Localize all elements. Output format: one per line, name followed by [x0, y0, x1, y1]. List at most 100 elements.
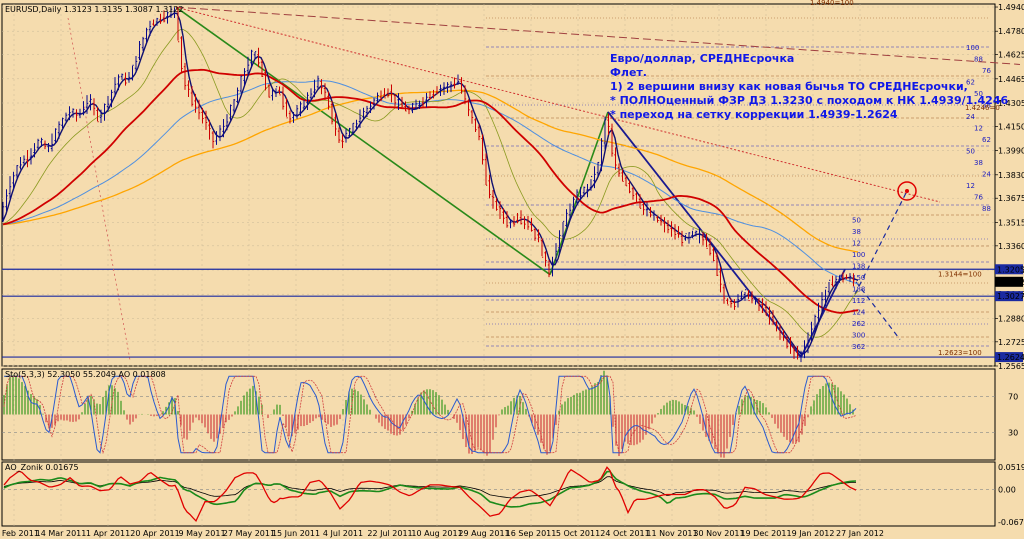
fib-label: 138 [852, 263, 865, 271]
osc-tick-label: 70 [1008, 392, 1018, 401]
trend-up-green [549, 111, 609, 275]
fib-levels: 100 88 76 62 50 38 24 12 62 50 38 24 12 76 88 50 38 12 100… [2, 0, 1000, 358]
level-label: 1.4246=0 [965, 104, 1000, 112]
fib-label: 124 [852, 309, 866, 317]
x-tick-label: 24 Oct 2011 [600, 529, 649, 538]
y-tick-label: 1.4465 [998, 75, 1024, 84]
y-tick-label: 1.3360 [998, 242, 1024, 251]
resistance-dotted [175, 6, 941, 203]
ao-tick-label: 0.00 [998, 486, 1016, 495]
annotation-line-5: * переход на сетку коррекции 1.4939-1.26… [610, 108, 898, 121]
osc-tick-label: 30 [1008, 429, 1018, 438]
fib-label: 76 [982, 67, 991, 75]
target-marker[interactable] [897, 181, 917, 201]
trend-lines [67, 6, 1021, 361]
x-tick-label: 4 Jul 2011 [323, 529, 363, 538]
cycle-line [67, 17, 131, 361]
fib-label: 76 [974, 194, 983, 202]
price-bars [1, 5, 855, 363]
fib-label: 50 [974, 90, 983, 98]
ao-signal [3, 476, 857, 499]
fib-label: 38 [982, 102, 991, 110]
projection-down [855, 281, 901, 340]
ma-red [2, 68, 859, 314]
x-tick-label: 5 Oct 2011 [556, 529, 600, 538]
y-tick-label: 1.4625 [998, 51, 1024, 60]
projection-up [854, 190, 908, 295]
ao-tick-label: 0.05197 [998, 463, 1024, 472]
x-tick-label: 14 Mar 2011 [36, 529, 87, 538]
fib-label: 300 [852, 332, 865, 340]
y-tick-label: 1.4940 [998, 3, 1024, 12]
x-tick-label: 9 Jan 2012 [792, 529, 835, 538]
oscillator-title: Sto(5,3,3) 52.3050 55.2049 AO 0.01808 [5, 370, 166, 379]
ao-series [2, 466, 995, 523]
annotation-line-3: 1) 2 вершини внизу как новая бычья ТО СР… [610, 80, 968, 93]
fib-label: 38 [974, 159, 983, 167]
annotation-line-1: Евро/доллар, СРЕДНЕсрочка [610, 52, 794, 65]
x-tick-label: 9 May 2011 [178, 529, 225, 538]
y-tick-label: 1.2565 [998, 362, 1024, 371]
y-tick-label: 1.4780 [998, 27, 1024, 36]
x-tick-label: 1 Apr 2011 [86, 529, 130, 538]
price-tag-label: 1.3122 [997, 278, 1024, 287]
x-tick-label: 29 Aug 2011 [458, 529, 509, 538]
y-tick-label: 1.4150 [998, 122, 1024, 131]
fib-label: 12 [974, 125, 983, 133]
fib-label: 88 [974, 56, 983, 64]
price-tags: 1.3205 1.3122 1.3027 1.2624 [995, 264, 1024, 363]
ma-olive [2, 28, 859, 338]
ao-slow [3, 470, 857, 508]
fib-label: 100 [852, 251, 865, 259]
level-label: 1.4940=100 [810, 0, 854, 7]
annotation: Евро/доллар, СРЕДНЕсрочка Флет. 1) 2 вер… [610, 52, 1008, 121]
x-tick-label: 10 Aug 2011 [411, 529, 462, 538]
y-tick-label: 1.3830 [998, 171, 1024, 180]
resistance-dashed [175, 6, 1021, 65]
y-tick-label: 1.4305 [998, 99, 1024, 108]
fib-label: 24 [966, 113, 975, 121]
fib-label: 12 [966, 182, 975, 190]
fib-label: 62 [982, 136, 991, 144]
fib-label: 188 [852, 286, 865, 294]
ao-fast [3, 466, 857, 523]
ao-panel[interactable] [1, 461, 996, 527]
x-tick-label: 11 Nov 2011 [646, 529, 697, 538]
price-tag-label: 1.2624 [997, 353, 1024, 362]
oscillator-panel[interactable] [1, 368, 996, 461]
main-title: EURUSD,Daily 1.3123 1.3135 1.3087 1.3122 [5, 5, 184, 14]
y-tick-label: 1.2725 [998, 338, 1024, 347]
fib-label: 62 [966, 79, 975, 87]
price-tag-bg [995, 291, 1023, 302]
fib-label: 262 [852, 320, 865, 328]
ao-tick-label: -0.06795 [998, 518, 1024, 527]
fib-label: 12 [852, 240, 861, 248]
fib-label: 24 [982, 171, 991, 179]
x-tick-label: 16 Sep 2011 [506, 529, 557, 538]
fib-label: 50 [966, 148, 975, 156]
y-tick-label: 1.2880 [998, 314, 1024, 323]
price-tag-bg [995, 352, 1023, 363]
x-tick-label: 27 Jan 2012 [836, 529, 884, 538]
x-tick-label: 15 Jun 2011 [272, 529, 320, 538]
x-tick-label: 20 Apr 2011 [130, 529, 179, 538]
stoch-k [4, 375, 857, 454]
fib-label: 88 [982, 205, 991, 213]
price-tag-bg [995, 264, 1023, 275]
price-tag-label: 1.3205 [997, 265, 1024, 274]
annotation-line-4: * ПОЛНОценный ФЗР ДЗ 1.3230 с походом к … [610, 94, 1008, 107]
fib-label: 150 [852, 274, 865, 282]
level-label: 1.3144=100 [938, 270, 982, 278]
trend-down-green [175, 6, 551, 276]
y-tick-label: 1.3990 [998, 147, 1024, 156]
fib-label: 38 [852, 228, 861, 236]
level-label: 1.2623=100 [938, 349, 982, 357]
fib-label: 112 [852, 297, 865, 305]
fib-label: 100 [966, 44, 979, 52]
stoch-d [3, 375, 857, 455]
y-tick-label: 1.3515 [998, 218, 1024, 227]
oscillator-series [3, 370, 857, 458]
